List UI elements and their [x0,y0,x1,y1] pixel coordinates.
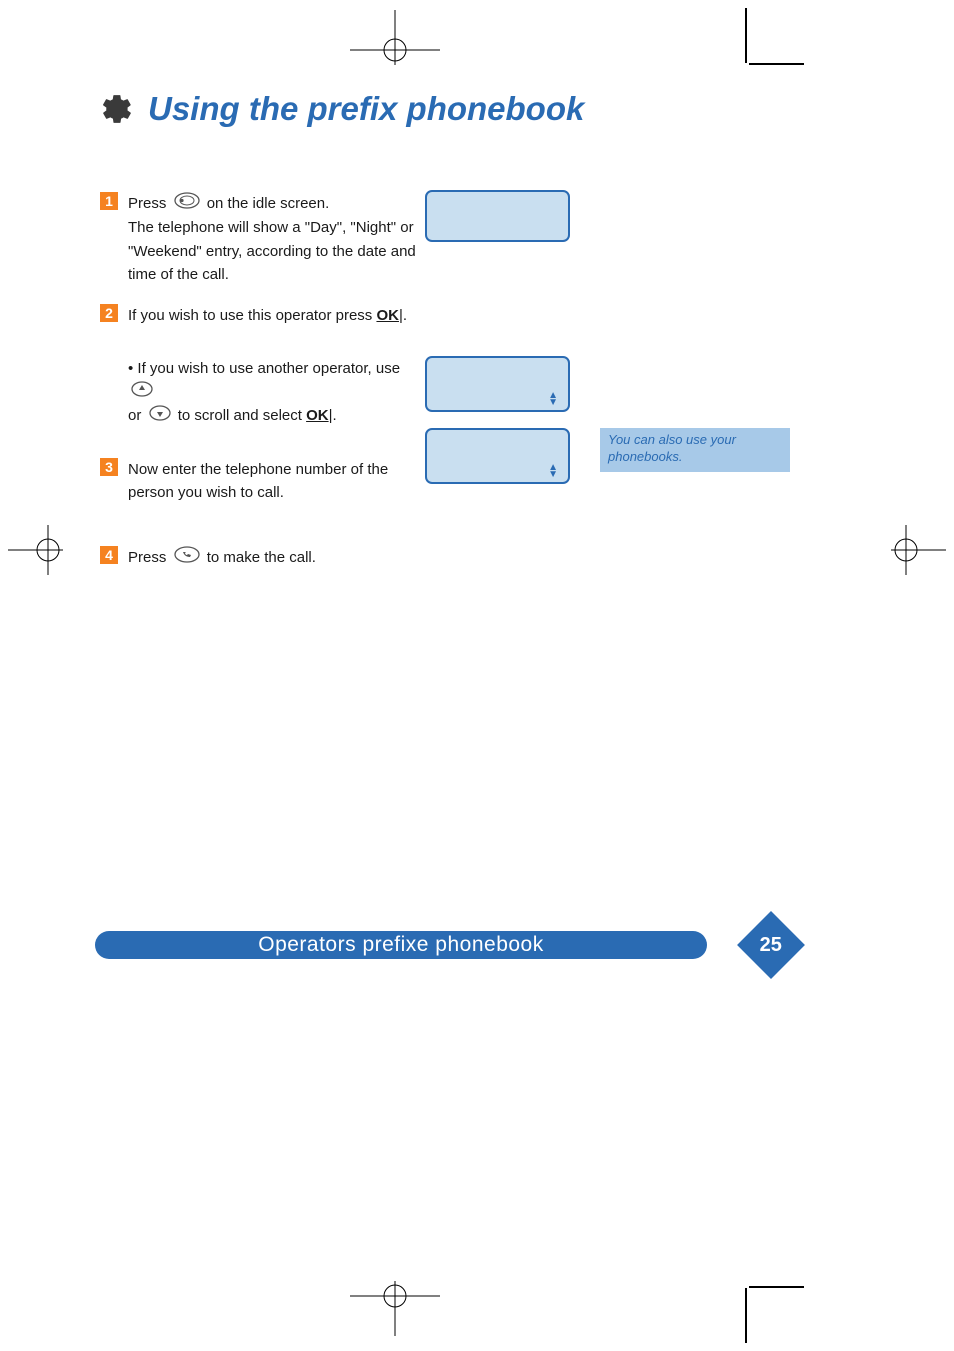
tip-text: You can also use your phonebooks. [608,432,736,464]
page-number: 25 [760,934,782,957]
crop-mark [749,63,804,65]
footer-section-label: Operators prefixe phonebook [95,931,707,959]
text-fragment: to scroll and select [178,407,306,424]
ok-softkey: OK [306,407,329,424]
text-fragment: or [128,407,146,424]
crop-mark [745,1288,747,1343]
step-text: Now enter the telephone number of the pe… [128,458,428,505]
text-fragment: • If you wish to use another operator, u… [128,360,400,377]
tip-callout: You can also use your phonebooks. [600,428,790,472]
text-fragment: |. [329,407,337,424]
phone-screen-preview: ▲▼ [425,356,570,412]
registration-mark-right [891,520,946,585]
left-key-icon [174,192,200,216]
registration-mark-left [8,520,63,585]
text-fragment: to make the call. [207,549,316,566]
scroll-indicator-icon: ▲▼ [548,464,558,478]
step-text: Press on the idle screen. The telephone … [128,192,428,286]
step-badge: 1 [100,192,118,210]
step-text: • If you wish to use another operator, u… [128,357,428,428]
step-text: If you wish to use this operator press O… [128,304,407,327]
crop-mark [745,8,747,63]
text-fragment: |. [399,307,407,324]
registration-mark-top [340,10,450,70]
title-row: Using the prefix phonebook [100,90,850,128]
call-key-icon [174,546,200,570]
step-text: Press to make the call. [128,546,316,570]
up-key-icon [131,381,153,404]
step-badge: 4 [100,546,118,564]
text-fragment: Press [128,195,166,212]
phone-screen-preview: ▲▼ [425,428,570,484]
text-fragment: on the idle screen. [207,195,330,212]
ok-softkey: OK [376,307,399,324]
text-fragment: The telephone will show a "Day", "Night"… [128,219,416,283]
text-fragment: Press [128,549,171,566]
down-key-icon [149,405,171,428]
text-fragment: If you wish to use this operator press [128,307,376,324]
phone-screen-preview [425,190,570,242]
page-body: Using the prefix phonebook 1 Press on th… [100,90,850,589]
scroll-indicator-icon: ▲▼ [548,392,558,406]
step-2: 2 If you wish to use this operator press… [100,304,850,327]
crop-mark [749,1286,804,1288]
page-title: Using the prefix phonebook [148,90,584,128]
step-badge: 2 [100,304,118,322]
page-number-badge: 25 [737,911,805,979]
step-badge: 3 [100,458,118,476]
step-4: 4 Press to make the call. [100,546,850,570]
page-footer: Operators prefixe phonebook 25 [95,931,707,959]
gear-icon [100,92,134,126]
registration-mark-bottom [340,1281,450,1341]
